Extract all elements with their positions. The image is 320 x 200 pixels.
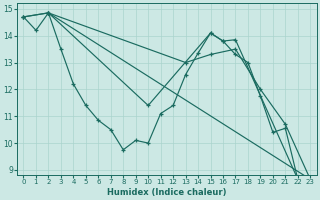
X-axis label: Humidex (Indice chaleur): Humidex (Indice chaleur): [107, 188, 227, 197]
